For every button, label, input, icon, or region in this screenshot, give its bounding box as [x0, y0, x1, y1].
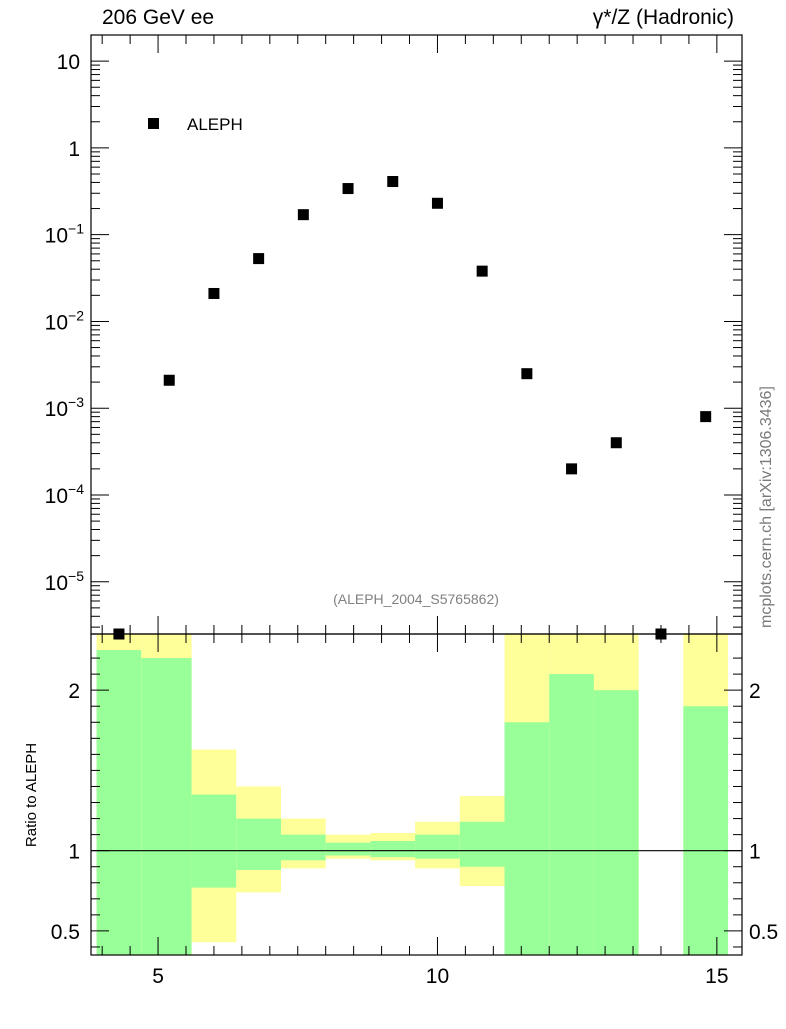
data-point	[208, 287, 220, 299]
ratio-band-inner	[325, 842, 371, 856]
ratio-axis-ticks: 5 10 15 0.5 0.5 1 1 2 2	[51, 634, 778, 988]
x-tick-label: 10	[426, 965, 449, 988]
ratio-band-inner	[236, 818, 281, 870]
main-axis-ticks: 10 1 10−1 10−2 10−3 10−4 10−5	[45, 34, 742, 634]
data-point	[700, 411, 712, 423]
data-point	[163, 374, 175, 386]
data-point	[253, 253, 265, 265]
energy-label: 206 GeV ee	[102, 6, 215, 29]
data-point	[610, 437, 622, 449]
ratio-panel-frame	[90, 633, 743, 956]
y-tick-label: 10−2	[45, 307, 85, 334]
ratio-y-tick-label-right: 1	[749, 841, 761, 864]
x-tick-label: 5	[152, 965, 164, 988]
data-points	[113, 175, 712, 640]
y-tick-label: 1	[68, 138, 80, 161]
y-tick-label: 10	[57, 51, 80, 74]
ratio-band-inner	[280, 834, 326, 861]
ratio-bands	[96, 634, 729, 955]
data-point	[342, 183, 354, 195]
x-tick-label: 15	[705, 965, 728, 988]
ratio-band-inner	[415, 834, 460, 859]
legend-marker	[148, 118, 159, 129]
y-tick-label: 10−4	[45, 481, 85, 508]
data-point	[113, 628, 125, 640]
process-label: γ*/Z (Hadronic)	[592, 6, 734, 29]
data-point	[297, 209, 309, 221]
data-point	[566, 463, 578, 475]
y-tick-label: 10−5	[45, 568, 85, 595]
ratio-band-inner	[370, 841, 416, 858]
ratio-band-inner	[683, 706, 729, 955]
data-point	[476, 265, 488, 277]
y-tick-label: 10−1	[45, 221, 85, 248]
ratio-band-inner	[191, 794, 237, 888]
ratio-y-tick-label: 1	[68, 841, 80, 864]
ratio-y-tick-label-right: 0.5	[749, 921, 778, 944]
data-point	[655, 628, 667, 640]
ratio-y-tick-label-right: 2	[749, 680, 761, 703]
data-point	[387, 175, 399, 187]
data-point	[521, 368, 533, 380]
y-tick-label: 10−3	[45, 394, 85, 421]
legend-label: ALEPH	[187, 115, 243, 134]
watermark-credit: mcplots.cern.ch [arXiv:1306.3436]	[758, 386, 775, 628]
ratio-y-axis-label: Ratio to ALEPH	[23, 743, 40, 847]
ratio-band-inner	[141, 658, 192, 955]
ratio-band-inner	[549, 674, 594, 955]
ratio-y-tick-label: 0.5	[51, 921, 80, 944]
data-point	[431, 197, 443, 209]
ratio-band-inner	[459, 821, 505, 867]
ratio-band-inner	[96, 650, 142, 955]
ratio-band-inner	[593, 690, 639, 955]
ratio-band-inner	[504, 722, 550, 955]
analysis-tag: (ALEPH_2004_S5765862)	[333, 591, 499, 607]
ratio-y-tick-label: 2	[68, 680, 80, 703]
